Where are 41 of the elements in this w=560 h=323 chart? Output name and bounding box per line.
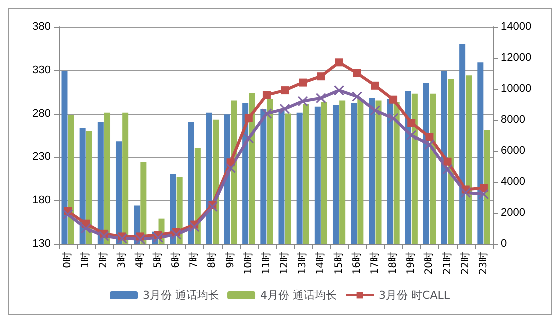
x-tick-label: 0时 (62, 252, 74, 268)
x-tick-label: 9时 (224, 252, 236, 268)
x-tick-label: 4时 (134, 252, 146, 268)
y2-tick-label: 6000 (501, 145, 526, 157)
legend-label: 3月份 通话均长 (143, 289, 220, 302)
x-tick-label: 11时 (260, 252, 272, 275)
x-tick-label: 18时 (387, 252, 400, 275)
y2-tick-label: 0 (501, 238, 508, 250)
x-tick-label: 16时 (350, 252, 363, 275)
y2-tick-label: 10000 (501, 83, 532, 95)
y-tick-label: 180 (32, 194, 51, 207)
y-tick-label: 280 (32, 108, 51, 120)
x-tick-label: 2时 (98, 252, 110, 268)
y-tick-label: 380 (32, 21, 51, 33)
x-tick-label: 15时 (332, 252, 345, 275)
x-tick-label: 6时 (170, 252, 182, 268)
y2-tick-label: 4000 (501, 176, 526, 188)
x-tick-label: 1时 (80, 252, 92, 268)
x-tick-label: 17时 (368, 252, 381, 275)
x-tick-label: 20时 (423, 252, 436, 275)
x-tick-label: 22时 (459, 252, 472, 275)
x-tick-label: 5时 (152, 252, 164, 268)
y2-tick-label: 8000 (501, 114, 526, 126)
y-tick-label: 130 (32, 238, 51, 250)
x-tick-label: 7时 (188, 252, 200, 268)
legend-label: 3月份 时CALL (379, 289, 451, 302)
y-tick-label: 330 (32, 64, 51, 76)
x-tick-label: 19时 (405, 252, 418, 275)
x-tick-label: 21时 (441, 252, 454, 275)
x-tick-label: 13时 (296, 252, 309, 275)
x-tick-label: 10时 (242, 252, 254, 275)
y-tick-label: 230 (32, 151, 51, 164)
y2-tick-label: 2000 (501, 207, 526, 219)
x-tick-label: 3时 (116, 252, 128, 268)
y2-tick-label: 12000 (501, 52, 532, 64)
x-tick-label: 23时 (477, 252, 490, 275)
y2-tick-label: 14000 (501, 21, 532, 33)
x-tick-label: 8时 (206, 252, 218, 268)
legend-label: 4月份 通话均长 (260, 289, 338, 302)
x-tick-label: 14时 (314, 252, 327, 275)
x-tick-label: 12时 (278, 252, 291, 275)
